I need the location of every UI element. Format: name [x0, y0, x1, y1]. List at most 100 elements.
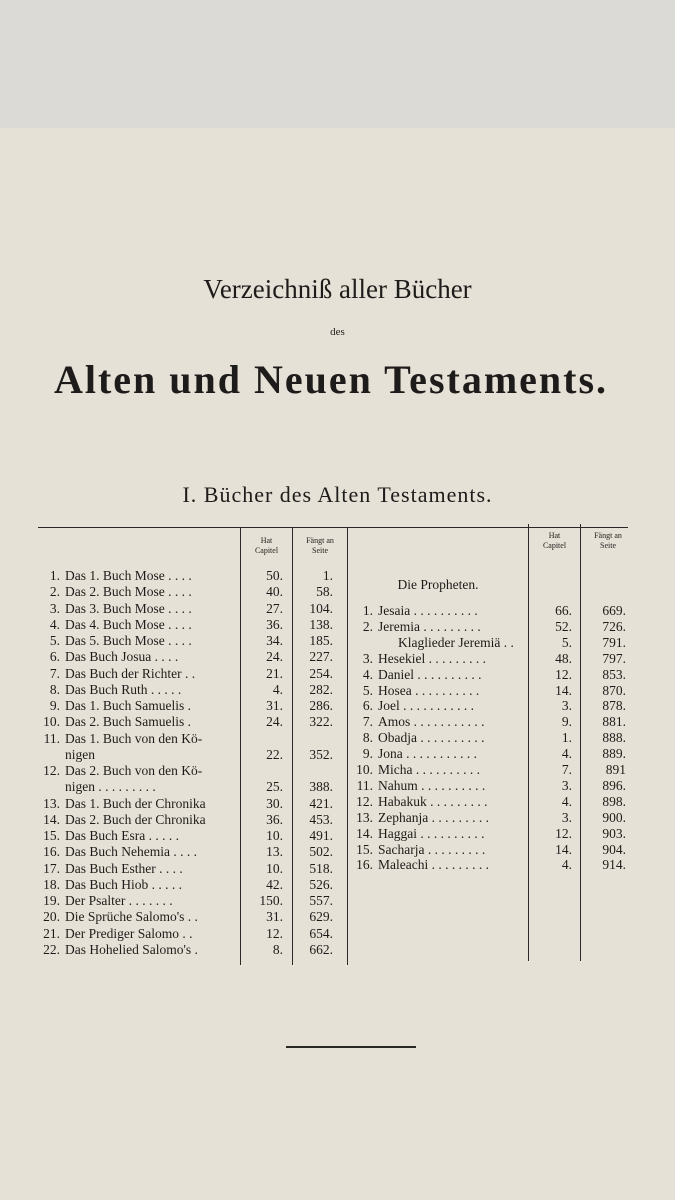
chapters: 12.: [266, 925, 283, 941]
start-page: 1.: [322, 568, 333, 583]
row-number: 5.: [49, 633, 60, 648]
start-page: 557.: [309, 893, 333, 908]
start-page: 878.: [602, 698, 626, 714]
row-number: 1.: [362, 603, 373, 618]
row-number: 1.: [49, 568, 60, 583]
book-name: Haggai . . . . . . . . . .: [378, 825, 485, 841]
chapters: 150.: [259, 893, 283, 908]
start-page: 104.: [309, 600, 333, 616]
book-name: Jona . . . . . . . . . . .: [378, 746, 477, 762]
row-number: 3.: [362, 650, 373, 666]
start-page: 896.: [602, 777, 626, 793]
book-name: Habakuk . . . . . . . . .: [378, 793, 488, 809]
row-number: 10.: [43, 714, 60, 730]
column-header: Hat: [260, 536, 273, 545]
row-number: 13.: [43, 795, 60, 811]
chapters: 21.: [266, 665, 283, 681]
row-number: 10.: [356, 762, 373, 777]
row-number: 7.: [49, 665, 60, 681]
book-name: Daniel . . . . . . . . . .: [378, 666, 482, 682]
chapters: 24.: [266, 714, 283, 730]
chapters: 12.: [555, 666, 572, 682]
start-page: 388.: [309, 779, 333, 795]
book-name: Das Buch Josua . . . .: [65, 649, 179, 665]
book-name: Das Buch Ruth . . . . .: [65, 681, 182, 697]
chapters: 4.: [561, 857, 572, 873]
book-name: Das Buch Nehemia . . . .: [65, 844, 197, 860]
start-page: 282.: [309, 681, 333, 697]
column-header: Fängt an: [306, 536, 334, 545]
title-line1: Verzeichniß aller Bücher: [203, 274, 472, 304]
row-number: 2.: [362, 618, 373, 634]
book-name: Das Buch Hiob . . . . .: [65, 876, 182, 892]
row-number: 14.: [43, 811, 60, 827]
row-number: 13.: [356, 809, 373, 825]
row-number: 15.: [43, 828, 60, 843]
book-name: Das 3. Buch Mose . . . .: [65, 600, 192, 616]
section-title: I. Bücher des Alten Testaments.: [182, 482, 493, 507]
row-number: 6.: [49, 649, 60, 665]
row-number: 21.: [43, 925, 60, 941]
chapters: 10.: [266, 828, 283, 843]
column-header: Capitel: [542, 541, 567, 550]
start-page: 898.: [602, 793, 626, 809]
row-number: 19.: [43, 893, 60, 908]
column-header: Seite: [600, 541, 616, 550]
start-page: 797.: [602, 650, 626, 666]
end-rule: [286, 1046, 416, 1048]
start-page: 526.: [309, 876, 333, 892]
start-page: 421.: [309, 795, 333, 811]
book-name: Sacharja . . . . . . . . .: [378, 841, 486, 857]
start-page: 791.: [602, 634, 626, 650]
row-number: 3.: [49, 600, 60, 616]
chapters: 4.: [272, 681, 283, 697]
book-name: nigen . . . . . . . . .: [65, 779, 156, 795]
book-name: Der Psalter . . . . . . .: [65, 893, 173, 908]
row-number: 11.: [356, 777, 373, 793]
column-header: Seite: [312, 546, 328, 555]
start-page: 891: [605, 762, 626, 777]
start-page: 286.: [309, 698, 333, 713]
start-page: 900.: [602, 809, 626, 825]
col-line: [292, 528, 293, 965]
chapters: 4.: [561, 746, 572, 762]
start-page: 453.: [309, 811, 333, 827]
start-page: 254.: [309, 665, 333, 681]
row-number: 4.: [362, 666, 373, 682]
col-line: [347, 528, 348, 965]
row-number: 8.: [49, 681, 60, 697]
chapters: 31.: [266, 909, 283, 925]
start-page: 669.: [602, 603, 626, 618]
chapters: 5.: [561, 634, 572, 650]
book-name: Amos . . . . . . . . . . .: [378, 714, 485, 730]
chapters: 24.: [266, 649, 283, 665]
chapters: 25.: [266, 779, 283, 795]
start-page: 322.: [309, 714, 333, 730]
row-number: 6.: [362, 698, 373, 714]
book-name: Das 2. Buch der Chronika: [65, 811, 206, 827]
row-number: 17.: [43, 860, 60, 876]
row-number: 7.: [362, 714, 373, 730]
row-number: 5.: [362, 682, 373, 698]
chapters: 12.: [555, 825, 572, 841]
row-number: 4.: [49, 616, 60, 632]
book-name: Das 2. Buch Samuelis .: [65, 714, 191, 730]
start-page: 662.: [309, 941, 333, 957]
start-page: 903.: [602, 825, 626, 841]
start-page: 904.: [602, 841, 626, 857]
book-name: Das 2. Buch von den Kö-: [65, 763, 203, 778]
book-name: Klaglieder Jeremiä . .: [398, 634, 514, 650]
start-page: 227.: [309, 649, 333, 665]
col-line: [528, 524, 529, 961]
start-page: 138.: [309, 616, 333, 632]
column-header: Hat: [548, 531, 561, 540]
title-line3: Alten und Neuen Testaments.: [53, 357, 609, 402]
chapters: 3.: [561, 698, 572, 714]
start-page: 889.: [602, 746, 626, 762]
start-page: 654.: [309, 925, 333, 941]
start-page: 629.: [309, 909, 333, 925]
col-line: [580, 524, 581, 961]
book-name: Hosea . . . . . . . . . .: [378, 682, 480, 698]
chapters: 22.: [266, 746, 283, 762]
book-name: Das 5. Buch Mose . . . .: [65, 633, 192, 648]
